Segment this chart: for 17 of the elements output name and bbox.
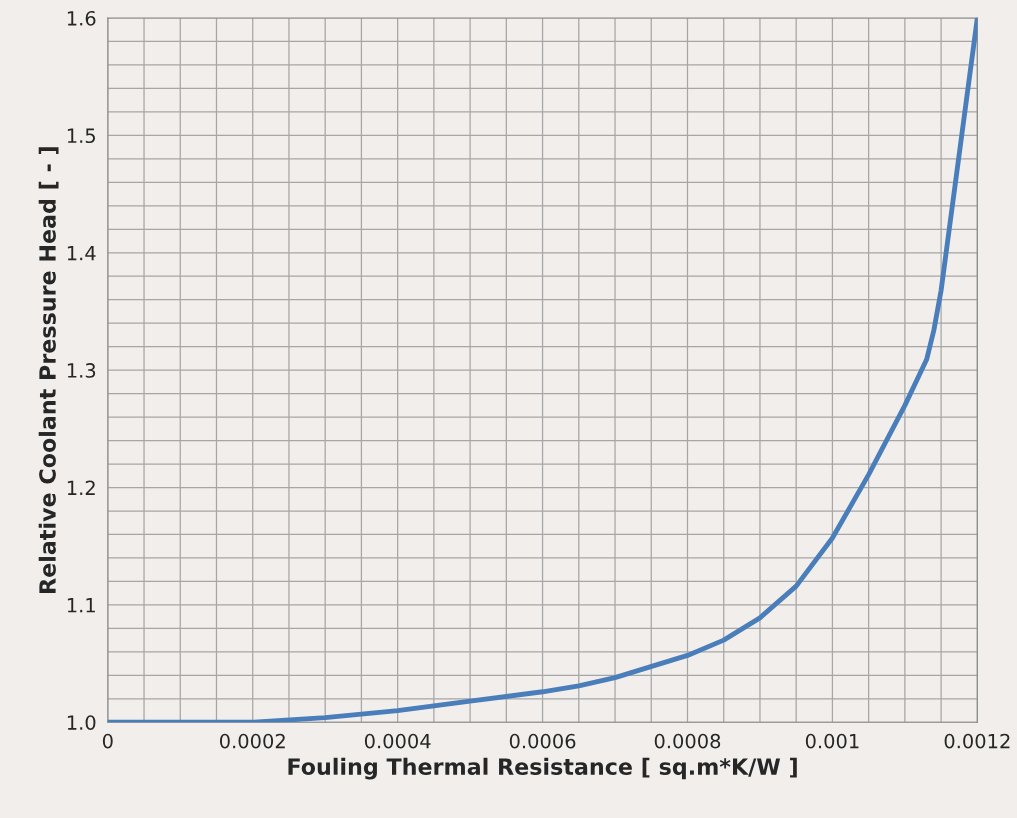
y-tick-label: 1.3 xyxy=(67,363,96,378)
x-tick-label: 0.001 xyxy=(805,733,859,749)
x-tick-label: 0.0002 xyxy=(219,733,285,749)
y-tick-label: 1.2 xyxy=(67,480,95,495)
x-tick-label: 0.0008 xyxy=(654,733,721,749)
y-tick-label: 1.5 xyxy=(67,128,95,144)
y-axis-title: Relative Coolant Pressure Head [ - ] xyxy=(38,147,59,593)
y-tick-label: 1.1 xyxy=(67,598,95,613)
x-axis-title: Fouling Thermal Resistance [ sq.m*K/W ] xyxy=(288,757,797,780)
y-tick-label: 1.0 xyxy=(67,715,96,730)
x-tick-label: 0.0004 xyxy=(364,733,431,749)
x-tick-label: 0 xyxy=(102,733,113,749)
y-tick-label: 1.4 xyxy=(67,245,96,261)
x-tick-label: 0.0012 xyxy=(944,733,1010,749)
line-series xyxy=(107,18,978,723)
y-tick-label: 1.6 xyxy=(67,10,96,26)
x-tick-label: 0.0006 xyxy=(509,733,576,749)
